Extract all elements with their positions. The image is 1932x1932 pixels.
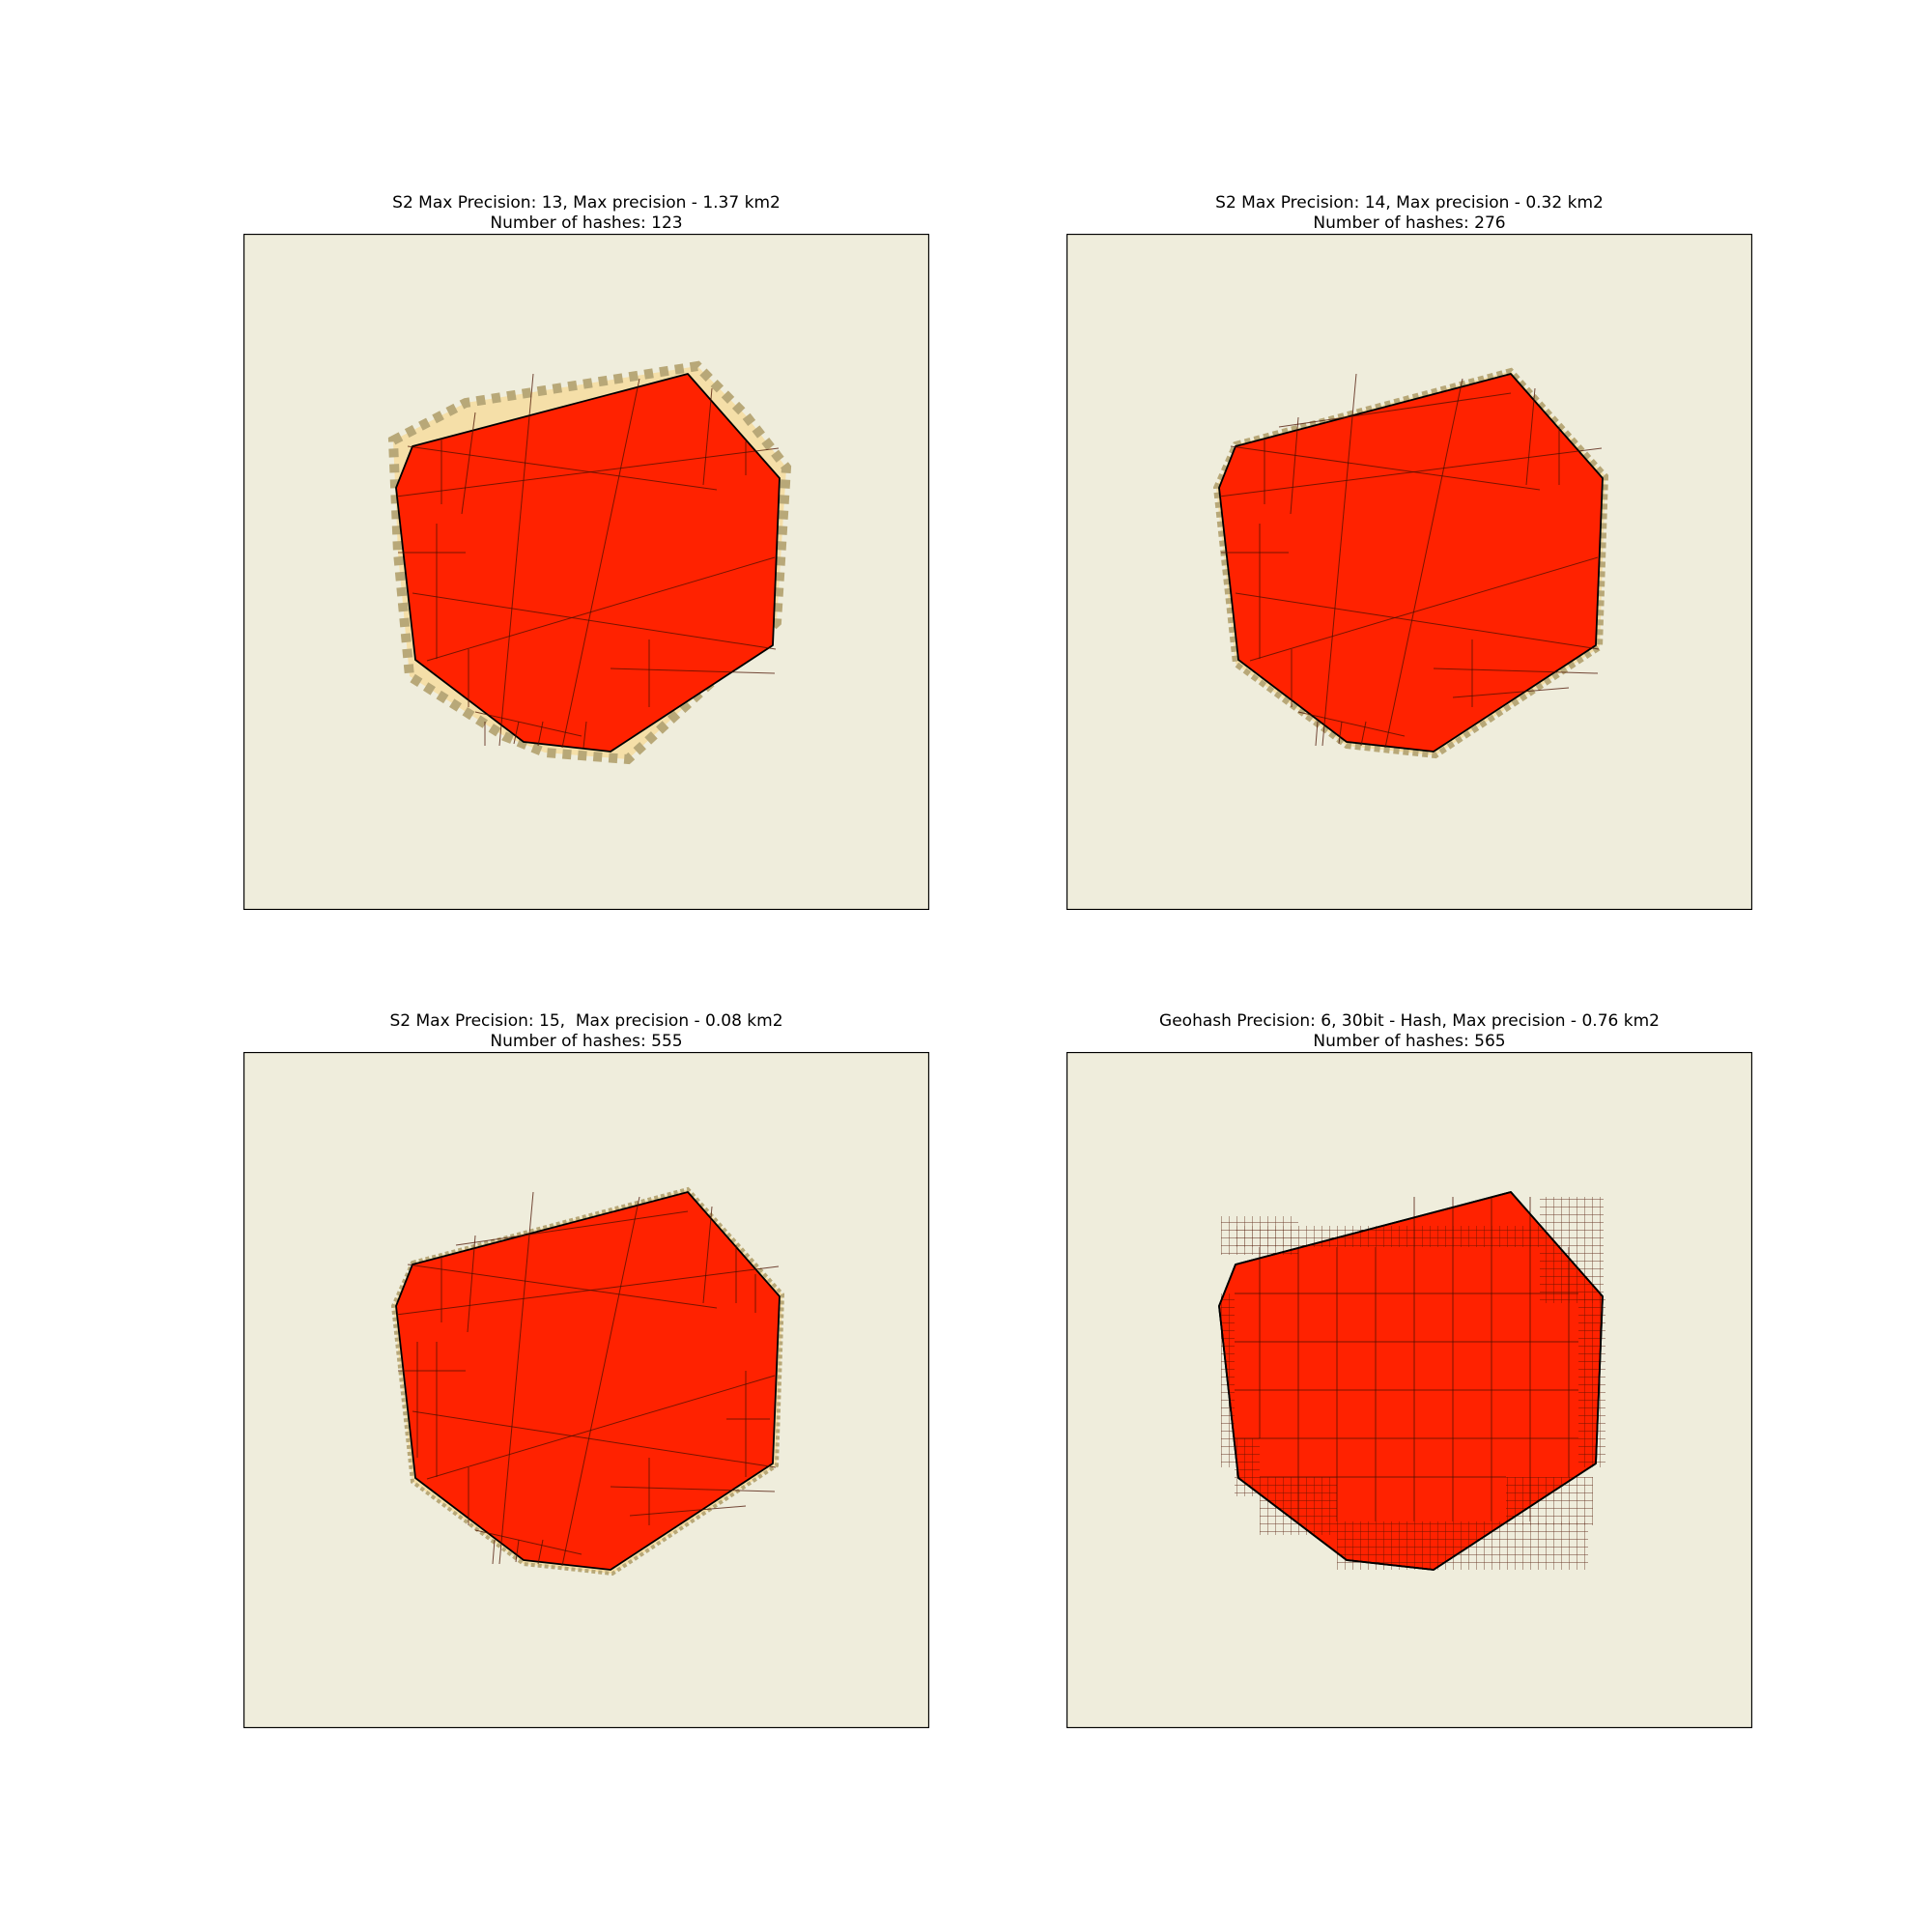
map-panel-geohash-6: Geohash Precision: 6, 30bit - Hash, Max … [1066,1011,1752,1747]
panel-subtitle-line: Number of hashes: 123 [490,213,683,233]
hash-cell-grid [395,373,780,749]
map-canvas [1066,234,1752,910]
panel-subtitle-line: Number of hashes: 555 [490,1032,683,1051]
map-canvas [243,1052,929,1728]
panel-title-line: S2 Max Precision: 14, Max precision - 0.… [1215,193,1604,213]
geohash-coarse-cells [1235,1197,1578,1521]
panel-title-line: S2 Max Precision: 13, Max precision - 1.… [392,193,781,213]
map-panel-s2-15: S2 Max Precision: 15, Max precision - 0.… [243,1011,929,1747]
panel-title: S2 Max Precision: 13, Max precision - 1.… [243,193,929,234]
panel-title: S2 Max Precision: 15, Max precision - 0.… [243,1011,929,1052]
panel-title-line: Geohash Precision: 6, 30bit - Hash, Max … [1159,1011,1660,1031]
geofence-polygon [395,1191,781,1571]
hash-cell-grid [1218,373,1603,749]
geofence-polygon [1218,373,1604,753]
geofence-outline [1218,1191,1604,1571]
panel-subtitle-line: Number of hashes: 565 [1313,1032,1506,1051]
panel-title: Geohash Precision: 6, 30bit - Hash, Max … [1066,1011,1752,1052]
map-panel-s2-14: S2 Max Precision: 14, Max precision - 0.… [1066,193,1752,929]
map-canvas [1066,1052,1752,1728]
geohash-fine-cells [1221,1197,1605,1570]
map-panel-s2-13: S2 Max Precision: 13, Max precision - 1.… [243,193,929,929]
panel-title: S2 Max Precision: 14, Max precision - 0.… [1066,193,1752,234]
panel-subtitle-line: Number of hashes: 276 [1313,213,1506,233]
map-canvas [243,234,929,910]
hash-cell-grid [395,1191,780,1567]
panel-title-line: S2 Max Precision: 15, Max precision - 0.… [389,1011,783,1031]
geofence-polygon [395,373,781,753]
